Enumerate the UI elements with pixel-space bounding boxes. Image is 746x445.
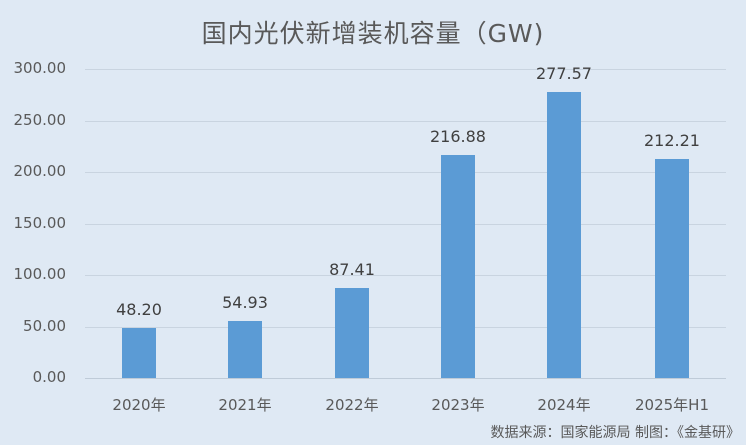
gridline-100 bbox=[85, 275, 726, 276]
x-tick-label: 2021年 bbox=[218, 396, 272, 414]
y-tick-200: 200.00 bbox=[13, 162, 67, 180]
data-label: 54.93 bbox=[222, 293, 268, 313]
chart-title: 国内光伏新增装机容量（GW) bbox=[201, 19, 545, 48]
source-note: 数据来源：国家能源局 制图：《金基研》 bbox=[490, 425, 740, 441]
gridline-50 bbox=[85, 327, 726, 328]
gridline-150 bbox=[85, 224, 726, 225]
bar bbox=[655, 159, 689, 378]
x-tick-label: 2022年 bbox=[325, 396, 379, 414]
x-tick-label: 2020年 bbox=[112, 396, 166, 414]
data-label: 216.88 bbox=[430, 126, 486, 146]
y-tick-0: 0.00 bbox=[32, 368, 66, 386]
bar bbox=[441, 154, 475, 378]
data-label: 277.57 bbox=[536, 64, 592, 84]
y-tick-100: 100.00 bbox=[13, 265, 67, 283]
gridline-300 bbox=[85, 69, 726, 70]
data-label: 87.41 bbox=[329, 259, 375, 279]
x-axis-line bbox=[85, 378, 726, 379]
gridline-250 bbox=[85, 121, 726, 122]
y-tick-50: 50.00 bbox=[23, 317, 66, 335]
x-tick-label: 2024年 bbox=[537, 396, 591, 414]
bar bbox=[335, 287, 369, 378]
x-tick-label: 2025年H1 bbox=[635, 396, 709, 414]
x-tick-label: 2023年 bbox=[431, 396, 485, 414]
y-tick-250: 250.00 bbox=[13, 111, 67, 129]
data-label: 212.21 bbox=[644, 131, 700, 151]
bar bbox=[122, 328, 156, 378]
bar bbox=[228, 321, 262, 378]
bar bbox=[547, 92, 581, 378]
data-label: 48.20 bbox=[116, 300, 162, 320]
y-tick-300: 300.00 bbox=[13, 59, 67, 77]
y-tick-150: 150.00 bbox=[13, 214, 67, 232]
gridline-200 bbox=[85, 172, 726, 173]
